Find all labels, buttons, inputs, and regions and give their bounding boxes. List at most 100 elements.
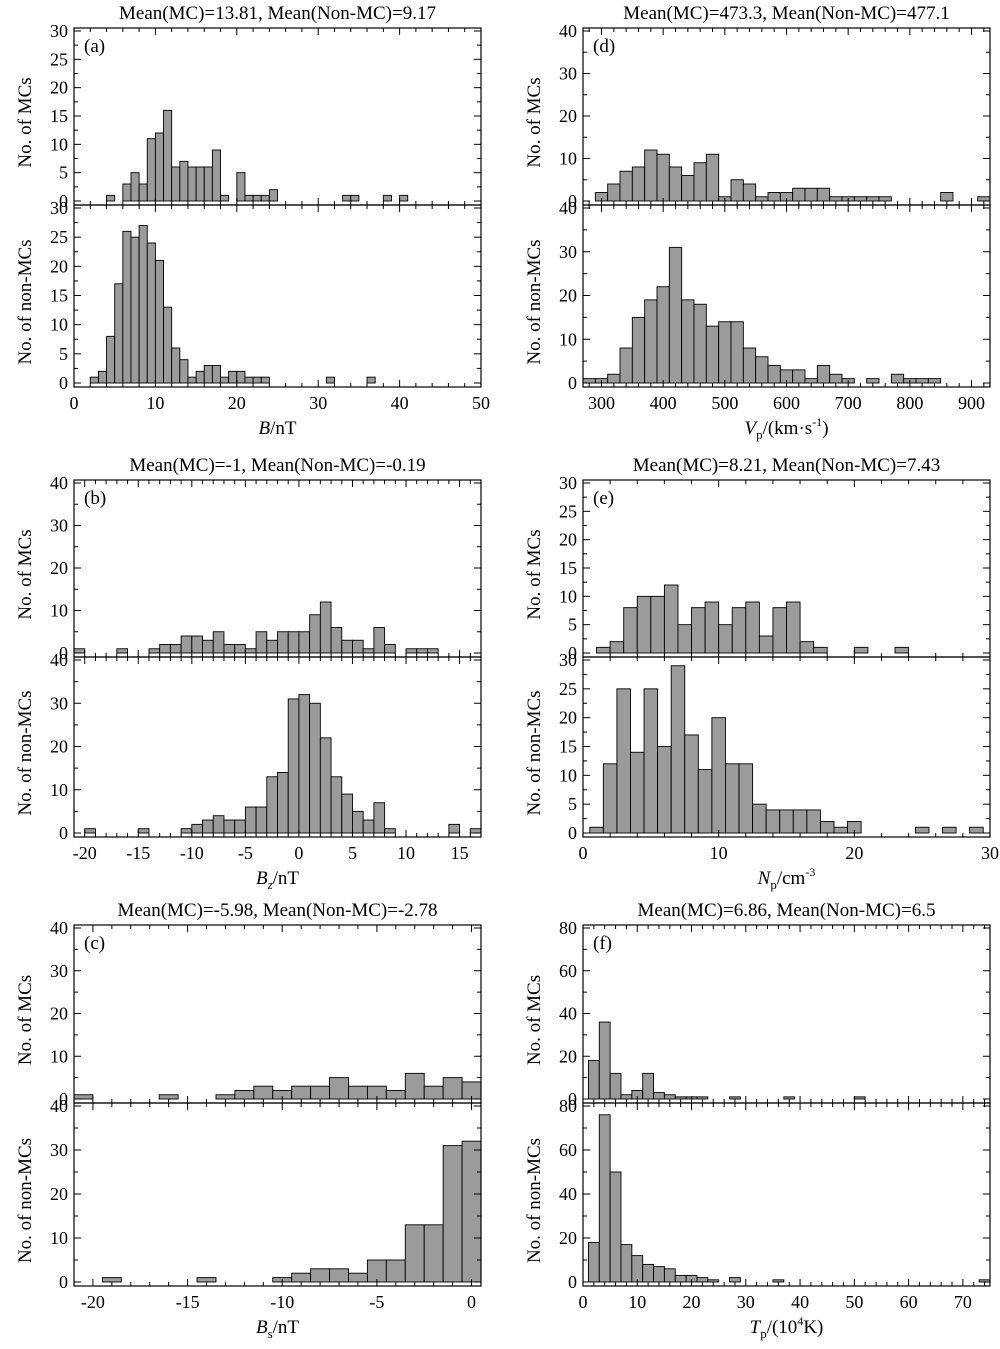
- panel-b-top-plot: 0 10 20 30 40 No. of MCs: [15, 473, 482, 663]
- xtick-label: -10: [270, 1292, 294, 1312]
- panel-a-bottom-plot: 0 5 10 15 20 25 30 No. of non-MCs: [15, 198, 482, 393]
- bar-a-bottom-9: [163, 306, 173, 384]
- bar-d-bottom-5: [644, 299, 658, 384]
- bar-b-top-27: [426, 648, 439, 654]
- bar-d-bottom-2: [607, 373, 621, 384]
- ytick-label: 30: [559, 473, 577, 493]
- ytick-label: 0: [59, 373, 68, 393]
- bar-a-top-13: [220, 194, 230, 202]
- panel-f-bottom-ylabel: No. of non-MCs: [524, 1138, 545, 1263]
- bar-a-bottom-8: [154, 260, 164, 384]
- xtick-label: 400: [650, 393, 677, 413]
- ytick-label: 10: [559, 329, 577, 349]
- bar-b-bottom-11: [277, 772, 289, 834]
- xtick-label: -20: [81, 1292, 105, 1312]
- bar-d-bottom-3: [619, 347, 633, 384]
- xtick-label: 300: [588, 393, 615, 413]
- bar-a-top-22: [399, 194, 409, 202]
- bar-f-top-10: [696, 1096, 709, 1100]
- bar-e-bottom-7: [684, 734, 699, 834]
- ytick-label: 5: [568, 615, 577, 635]
- bar-a-top-5: [154, 132, 164, 202]
- xtick-label: 10: [397, 843, 415, 863]
- ytick-label: 20: [50, 1004, 68, 1024]
- ytick-label: 15: [559, 737, 577, 757]
- bar-f-bottom-6: [653, 1266, 665, 1283]
- bar-d-top-18: [816, 187, 831, 202]
- bar-c-bottom-1: [196, 1277, 217, 1283]
- bar-b-top-8: [212, 631, 225, 654]
- ytick-label: 40: [50, 650, 68, 670]
- bar-e-top-15: [799, 641, 815, 654]
- ytick-label: 20: [559, 106, 577, 126]
- xtick-label: -5: [369, 1292, 384, 1312]
- xtick-label: 50: [472, 393, 490, 413]
- bar-b-top-5: [180, 635, 193, 654]
- bar-e-bottom-4: [643, 688, 659, 834]
- bar-f-bottom-12: [729, 1277, 741, 1283]
- bar-a-bottom-23: [366, 376, 376, 384]
- bar-e-bottom-6: [670, 665, 686, 834]
- bar-d-bottom-22: [866, 378, 880, 384]
- bar-a-top-16: [252, 194, 262, 202]
- ytick-label: 25: [559, 679, 577, 699]
- bar-b-top-15: [287, 631, 300, 654]
- bar-b-top-22: [362, 648, 375, 654]
- bar-e-bottom-0: [589, 826, 604, 834]
- bar-e-bottom-15: [792, 809, 808, 834]
- bar-b-bottom-12: [287, 698, 300, 834]
- bar-d-top-13: [755, 196, 769, 202]
- bar-a-bottom-5: [130, 236, 140, 384]
- bar-a-top-10: [195, 166, 205, 202]
- bar-e-top-6: [677, 624, 692, 654]
- panel-c: Mean(MC)=-5.98, Mean(Non-MC)=-2.78 0 10 20 3…: [15, 900, 482, 1341]
- ytick-label: 20: [559, 1046, 577, 1066]
- bar-b-top-24: [384, 644, 396, 654]
- bar-d-top-5: [656, 153, 670, 202]
- xtick-label: 0: [579, 843, 588, 863]
- ytick-label: 10: [50, 780, 68, 800]
- ytick-label: 40: [50, 473, 68, 493]
- bar-a-bottom-2: [106, 335, 116, 384]
- xtick-label: 40: [791, 1292, 809, 1312]
- panel-d: Mean(MC)=473.3, Mean(Non-MC)=477.1 0 10 20 3…: [524, 3, 991, 442]
- bar-e-bottom-17: [819, 821, 835, 834]
- bar-d-top-21: [853, 196, 868, 202]
- panel-f: Mean(MC)=6.86, Mean(Non-MC)=6.5 0 20 40 60 80…: [524, 900, 991, 1341]
- bar-b-bottom-18: [352, 810, 364, 834]
- bar-e-bottom-20: [914, 826, 930, 834]
- ytick-label: 60: [559, 961, 577, 981]
- bar-c-top-7: [310, 1085, 331, 1100]
- bar-c-top-3: [234, 1089, 255, 1100]
- panel-b-top-ylabel: No. of MCs: [15, 529, 36, 619]
- bar-a-top-4: [146, 138, 156, 202]
- bar-a-top-1: [122, 183, 132, 202]
- bar-e-bottom-10: [725, 763, 740, 834]
- bar-b-bottom-9: [255, 806, 268, 834]
- bar-a-bottom-4: [122, 230, 132, 384]
- ytick-label: 5: [568, 794, 577, 814]
- bar-c-top-4: [253, 1085, 274, 1100]
- bar-b-bottom-0: [84, 828, 96, 834]
- bar-a-bottom-0: [89, 376, 99, 384]
- xtick-label: 20: [683, 1292, 701, 1312]
- bar-d-bottom-17: [792, 369, 806, 384]
- bar-d-top-11: [730, 179, 744, 202]
- bar-e-top-9: [718, 624, 733, 654]
- bar-e-top-0: [596, 646, 611, 654]
- bar-c-bottom-3: [291, 1272, 312, 1283]
- bar-b-top-4: [169, 644, 182, 654]
- bar-d-top-8: [693, 162, 707, 202]
- ytick-label: 80: [559, 1096, 577, 1116]
- bar-f-bottom-3: [620, 1244, 633, 1283]
- xtick-label: 900: [958, 393, 985, 413]
- ytick-label: 10: [50, 1046, 68, 1066]
- ytick-label: 10: [559, 586, 577, 606]
- panel-d-top-ylabel: No. of MCs: [524, 77, 545, 167]
- bar-d-top-12: [742, 183, 757, 202]
- bar-f-bottom-1: [598, 1114, 611, 1283]
- bar-a-bottom-15: [211, 365, 221, 384]
- bar-d-top-9: [705, 153, 720, 202]
- bar-b-bottom-13: [298, 694, 311, 834]
- bar-e-bottom-11: [738, 763, 754, 834]
